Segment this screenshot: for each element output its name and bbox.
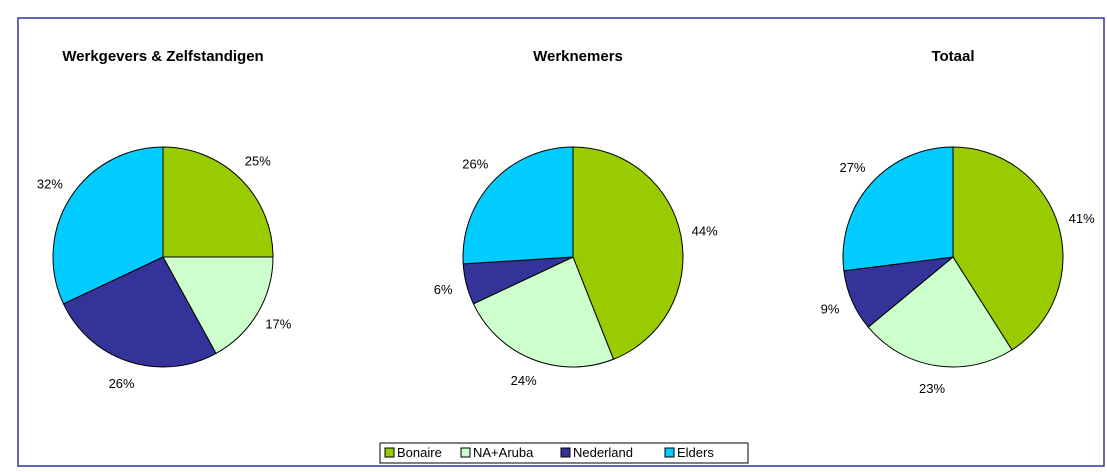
pie-slice [52,146,164,305]
data-label: 25% [245,154,271,169]
data-label: 17% [265,317,291,332]
data-label: 26% [109,376,135,391]
legend-swatch [460,447,471,458]
pie-slice [842,146,954,272]
chart-title: Werknemers [533,48,623,65]
legend-label: Bonaire [397,445,442,460]
data-label: 9% [821,302,840,317]
pie-slice [472,256,615,368]
data-label: 24% [511,373,537,388]
legend-label: Nederland [573,445,633,460]
chart-title: Werkgevers & Zelfstandigen [62,48,263,65]
pie-slice [462,146,574,265]
pie-slice [162,256,274,355]
pie-slice [162,146,274,258]
data-label: 26% [462,157,488,172]
pie-slice [572,146,684,360]
pie-slice [952,146,1064,351]
data-label: 27% [839,160,865,175]
data-label: 32% [37,177,63,192]
legend-label: Elders [677,445,714,460]
data-label: 6% [434,282,453,297]
legend-swatch [384,447,395,458]
pie-slice [867,256,1013,368]
data-label: 44% [692,223,718,238]
legend-swatch [664,447,675,458]
data-label: 41% [1069,211,1095,226]
pie-slice [62,256,217,368]
legend-label: NA+Aruba [473,445,534,460]
chart-title: Totaal [931,48,974,65]
legend-swatch [560,447,571,458]
data-label: 23% [919,381,945,396]
